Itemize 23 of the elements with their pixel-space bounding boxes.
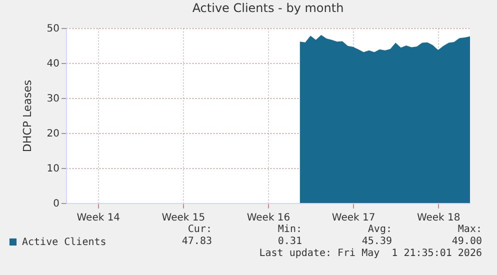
text: Avg: <box>368 224 392 235</box>
y-tick-label: 20 <box>46 128 60 140</box>
x-tick-label: Week 15 <box>162 212 206 224</box>
chart-title: Active Clients - by month <box>192 1 344 15</box>
y-tick-label: 30 <box>46 94 60 104</box>
text: 49.00 <box>452 236 482 247</box>
y-tick-label: 0 <box>53 198 60 210</box>
text: 0.31 <box>278 236 302 247</box>
y-tick-label: 40 <box>46 58 60 70</box>
y-tick-label: 10 <box>46 164 60 174</box>
x-tick-label: Week 14 <box>76 212 120 224</box>
y-tick-label: 50 <box>46 24 60 34</box>
text: Min: <box>278 224 302 235</box>
x-tick-label: Week 18 <box>416 212 460 224</box>
x-tick-label: Week 16 <box>246 212 290 224</box>
text: Cur: <box>188 224 212 235</box>
text: 47.83 <box>182 236 212 247</box>
text: 45.39 <box>362 236 392 247</box>
x-tick-label: Week 17 <box>332 212 376 224</box>
legend-label: Active Clients <box>22 237 106 248</box>
text: Last update: Fri May 1 21:35:01 2026 <box>259 248 482 259</box>
text: Max: <box>458 224 482 235</box>
y-axis-title: DHCP Leases <box>20 80 34 152</box>
